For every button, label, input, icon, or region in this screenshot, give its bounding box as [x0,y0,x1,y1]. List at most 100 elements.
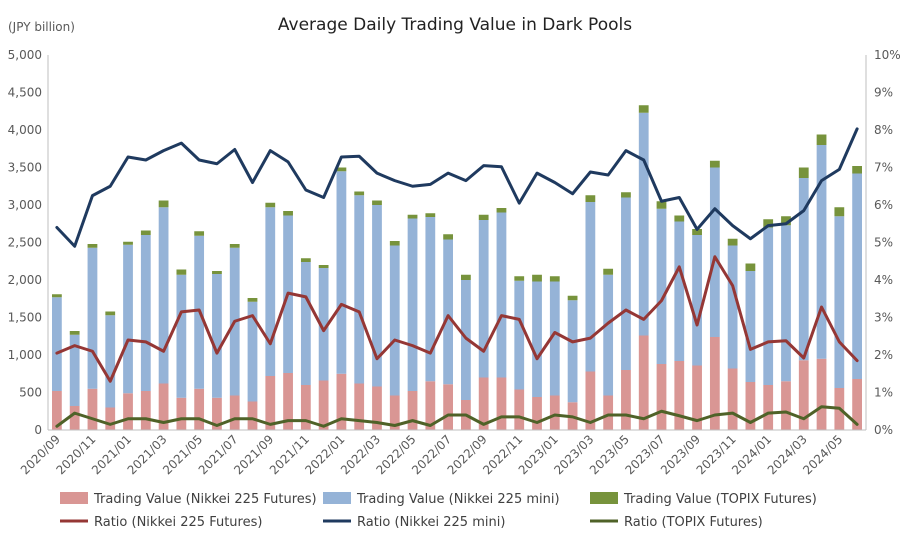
bar-nikkei225-mini-36 [692,235,702,366]
bar-nikkei225-mini-28 [549,281,560,396]
bar-nikkei225-mini-23 [461,280,471,400]
y-left-tick-label: 0 [34,423,42,437]
y-right-tick-label: 7% [874,161,893,175]
bar-nikkei225-futures-10 [229,395,240,430]
bar-nikkei225-futures-12 [265,376,276,430]
bar-nikkei225-mini-44 [834,216,845,388]
bar-topix-futures-30 [585,195,596,202]
bar-nikkei225-mini-17 [354,195,365,384]
bar-nikkei225-futures-26 [514,389,525,430]
bar-topix-futures-42 [798,167,809,178]
legend-label: Trading Value (TOPIX Futures) [623,492,817,507]
bar-nikkei225-futures-25 [496,377,507,430]
bar-topix-futures-24 [478,214,489,220]
bar-nikkei225-futures-32 [621,370,631,430]
bar-nikkei225-futures-34 [656,364,667,430]
y-left-tick-label: 1,000 [8,348,42,362]
bar-nikkei225-mini-37 [709,167,720,337]
bar-nikkei225-futures-40 [763,385,774,430]
legend-label: Trading Value (Nikkei 225 mini) [356,492,560,507]
bar-nikkei225-futures-22 [443,384,453,430]
bar-topix-futures-1 [69,331,80,335]
bar-nikkei225-mini-24 [478,220,489,378]
bar-topix-futures-27 [532,274,542,282]
bar-topix-futures-34 [656,201,667,209]
bar-nikkei225-futures-0 [52,391,62,430]
bar-nikkei225-futures-42 [798,360,809,430]
bar-topix-futures-43 [816,134,827,145]
bar-topix-futures-10 [229,244,240,248]
y-left-tick-label: 500 [19,386,42,400]
bar-nikkei225-mini-39 [745,271,756,382]
bar-nikkei225-mini-6 [158,207,169,384]
bar-topix-futures-26 [514,276,525,281]
legend-swatch-2 [590,492,618,504]
y-left-tick-label: 4,500 [8,86,42,100]
y-right-tick-label: 3% [874,311,893,325]
bar-nikkei225-mini-16 [336,171,347,374]
legend: Trading Value (Nikkei 225 Futures) Tradin… [60,492,817,530]
bar-topix-futures-44 [834,207,845,217]
bar-topix-futures-36 [692,229,702,235]
bar-nikkei225-futures-3 [105,407,116,430]
bar-nikkei225-mini-40 [763,227,774,385]
bar-topix-futures-22 [443,234,453,240]
bar-nikkei225-futures-37 [709,337,720,430]
bar-nikkei225-mini-38 [727,245,738,369]
bar-topix-futures-9 [212,271,222,274]
bar-nikkei225-mini-1 [69,334,80,406]
y-right-tick-label: 0% [874,423,893,437]
bar-nikkei225-mini-31 [603,274,614,396]
bar-nikkei225-mini-42 [798,178,809,361]
bar-topix-futures-38 [727,238,738,246]
y-right-tick-label: 5% [874,236,893,250]
bar-nikkei225-mini-35 [674,221,685,361]
y-left-tick-label: 4,000 [8,123,42,137]
bar-nikkei225-futures-24 [478,377,489,430]
bar-topix-futures-4 [123,241,133,245]
bar-nikkei225-futures-14 [300,385,311,430]
bar-topix-futures-35 [674,215,685,222]
bar-nikkei225-futures-4 [123,393,133,430]
bar-nikkei225-mini-7 [176,274,187,398]
bar-topix-futures-8 [194,231,205,236]
y-right-tick-label: 10% [874,48,901,62]
bar-nikkei225-futures-31 [603,395,614,430]
legend-label: Ratio (Nikkei 225 Futures) [94,515,262,530]
bar-topix-futures-37 [709,160,720,168]
bar-topix-futures-40 [763,219,774,228]
bar-topix-futures-6 [158,200,169,208]
legend-label: Ratio (TOPIX Futures) [624,515,763,530]
bar-topix-futures-41 [781,216,791,226]
bar-nikkei225-futures-1 [69,406,80,430]
y-left-tick-label: 3,000 [8,198,42,212]
bar-topix-futures-21 [425,213,436,217]
bar-nikkei225-mini-12 [265,207,276,376]
chart-title: Average Daily Trading Value in Dark Pool… [278,15,632,35]
y-right-tick-label: 9% [874,86,893,100]
y-axis-left-label: (JPY billion) [8,20,75,34]
bar-topix-futures-2 [87,244,98,248]
bar-topix-futures-31 [603,268,614,275]
bar-nikkei225-mini-25 [496,212,507,378]
x-tick-label: 2024/05 [800,432,845,477]
bar-nikkei225-mini-4 [123,244,133,394]
bar-nikkei225-futures-43 [816,358,827,430]
bar-nikkei225-futures-41 [781,381,791,430]
bar-topix-futures-20 [407,214,418,219]
bar-nikkei225-futures-39 [745,382,756,430]
bar-nikkei225-futures-35 [674,361,685,430]
bar-nikkei225-futures-17 [354,383,365,430]
bar-topix-futures-25 [496,208,507,213]
y-right-tick-label: 1% [874,386,893,400]
bar-nikkei225-mini-2 [87,247,98,389]
bar-topix-futures-45 [852,166,862,174]
bar-nikkei225-futures-38 [727,368,738,430]
bar-nikkei225-futures-6 [158,383,169,430]
legend-swatch-0 [60,492,88,504]
bar-topix-futures-16 [336,167,347,172]
bar-nikkei225-mini-43 [816,145,827,359]
y-left-tick-label: 5,000 [8,48,42,62]
bar-nikkei225-futures-2 [87,388,98,430]
bar-nikkei225-mini-18 [372,205,382,387]
